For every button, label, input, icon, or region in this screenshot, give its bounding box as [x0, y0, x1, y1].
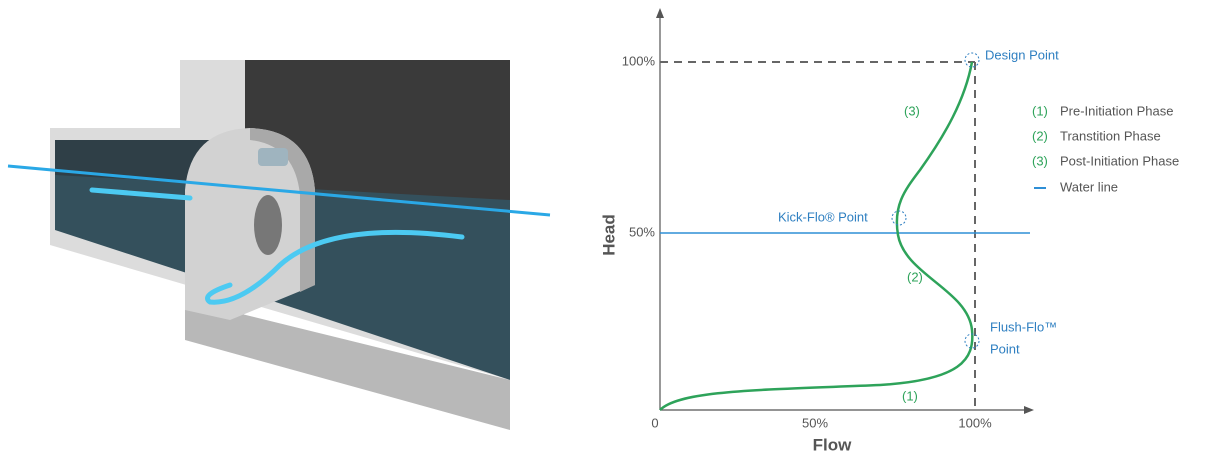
y-tick-label: 50%	[629, 224, 655, 239]
x-tick-label: 50%	[802, 415, 828, 430]
legend: (1) Pre-Initiation Phase (2) Transtition…	[1032, 103, 1179, 194]
phase-marker: (3)	[904, 103, 920, 118]
legend-marker: (2)	[1032, 128, 1048, 143]
annotation: Point	[990, 341, 1020, 356]
phase-marker: (1)	[902, 388, 918, 403]
x-axis-label: Flow	[813, 435, 852, 454]
x-tick-label: 100%	[958, 415, 992, 430]
chart: 100% 50% 0 50% 100% Head Flow Design Poi…	[599, 8, 1179, 454]
performance-curve	[660, 62, 972, 410]
legend-marker: (3)	[1032, 153, 1048, 168]
phase-marker: (2)	[907, 269, 923, 284]
legend-label: Post-Initiation Phase	[1060, 153, 1179, 168]
legend-label: Transtition Phase	[1060, 128, 1161, 143]
legend-label: Water line	[1060, 179, 1118, 194]
annotation: Kick-Flo® Point	[778, 209, 868, 224]
y-tick-label: 100%	[622, 53, 656, 68]
kick-flo-marker	[892, 211, 906, 225]
annotation: Design Point	[985, 47, 1059, 62]
y-axis-label: Head	[599, 214, 618, 256]
legend-marker: (1)	[1032, 103, 1048, 118]
x-tick-label: 0	[651, 415, 658, 430]
legend-label: Pre-Initiation Phase	[1060, 103, 1173, 118]
page: 100% 50% 0 50% 100% Head Flow Design Poi…	[0, 0, 1230, 457]
annotation: Flush-Flo™	[990, 319, 1057, 334]
illustration	[8, 60, 550, 430]
